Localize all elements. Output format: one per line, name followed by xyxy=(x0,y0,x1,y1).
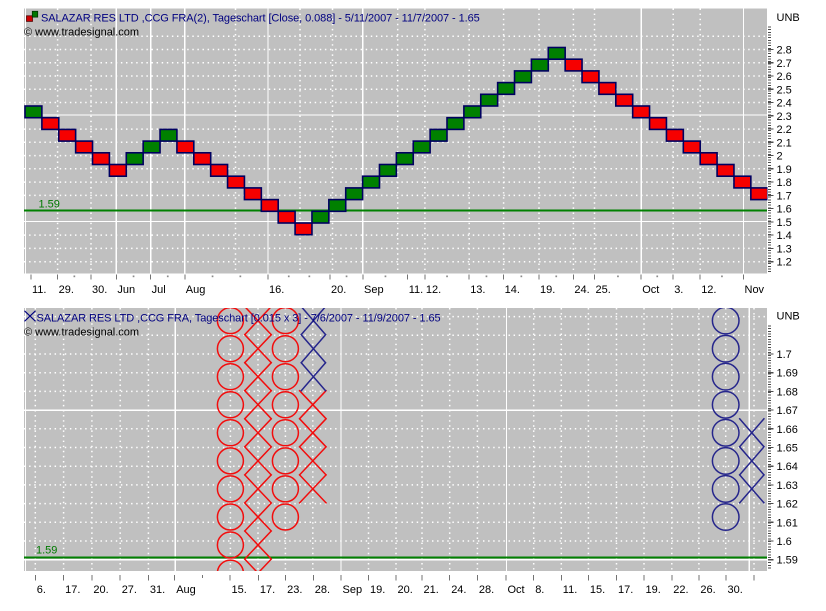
svg-text:2.3: 2.3 xyxy=(777,111,792,123)
svg-text:2.8: 2.8 xyxy=(777,45,792,57)
svg-text:2: 2 xyxy=(777,151,783,163)
svg-text:1.6: 1.6 xyxy=(777,204,792,216)
svg-text:1.65: 1.65 xyxy=(777,443,798,455)
svg-text:SALAZAR RES LTD ,CCG FRA(2), T: SALAZAR RES LTD ,CCG FRA(2), Tageschart … xyxy=(41,13,480,25)
svg-text:Jun: Jun xyxy=(117,284,135,296)
svg-text:1.6: 1.6 xyxy=(777,536,792,548)
svg-text:2.1: 2.1 xyxy=(777,137,792,149)
svg-text:30.: 30. xyxy=(92,284,107,296)
svg-text:17.: 17. xyxy=(618,584,633,596)
svg-text:SALAZAR RES LTD ,CCG FRA, Tage: SALAZAR RES LTD ,CCG FRA, Tageschart [0.… xyxy=(37,313,441,325)
svg-text:1.7: 1.7 xyxy=(777,349,792,361)
svg-text:1.9: 1.9 xyxy=(777,164,792,176)
svg-text:1.69: 1.69 xyxy=(777,368,798,380)
svg-text:14.: 14. xyxy=(505,284,520,296)
svg-text:13.: 13. xyxy=(470,284,485,296)
svg-text:1.4: 1.4 xyxy=(777,230,792,242)
svg-text:1.66: 1.66 xyxy=(777,424,798,436)
svg-text:19.: 19. xyxy=(646,584,661,596)
svg-text:Nov: Nov xyxy=(745,284,765,296)
svg-text:1.3: 1.3 xyxy=(777,243,792,255)
svg-text:1.8: 1.8 xyxy=(777,177,792,189)
svg-text:Aug: Aug xyxy=(176,584,196,596)
svg-text:12.: 12. xyxy=(701,284,716,296)
svg-text:16.: 16. xyxy=(269,284,284,296)
svg-text:24.: 24. xyxy=(451,584,466,596)
svg-text:31.: 31. xyxy=(150,584,165,596)
svg-text:25.: 25. xyxy=(596,284,611,296)
svg-text:Aug: Aug xyxy=(186,284,206,296)
svg-text:UNB: UNB xyxy=(777,12,800,24)
svg-text:© www.tradesignal.com: © www.tradesignal.com xyxy=(24,27,139,39)
svg-text:1.7: 1.7 xyxy=(777,190,792,202)
svg-text:22.: 22. xyxy=(673,584,688,596)
svg-text:1.2: 1.2 xyxy=(777,257,792,269)
svg-text:Oct: Oct xyxy=(642,284,659,296)
svg-text:2.2: 2.2 xyxy=(777,124,792,136)
svg-text:8.: 8. xyxy=(535,584,544,596)
svg-text:19.: 19. xyxy=(540,284,555,296)
svg-text:15.: 15. xyxy=(232,584,247,596)
svg-text:1.64: 1.64 xyxy=(777,461,798,473)
svg-text:28.: 28. xyxy=(479,584,494,596)
svg-text:3.: 3. xyxy=(674,284,683,296)
svg-text:Sep: Sep xyxy=(343,584,363,596)
svg-text:1.68: 1.68 xyxy=(777,386,798,398)
svg-text:20.: 20. xyxy=(93,584,108,596)
svg-text:24.: 24. xyxy=(574,284,589,296)
svg-text:6.: 6. xyxy=(37,584,46,596)
svg-text:2.4: 2.4 xyxy=(777,98,792,110)
svg-text:1.61: 1.61 xyxy=(777,517,798,529)
svg-text:27.: 27. xyxy=(122,584,137,596)
svg-text:26.: 26. xyxy=(700,584,715,596)
svg-text:23.: 23. xyxy=(287,584,302,596)
svg-text:Oct: Oct xyxy=(508,584,525,596)
svg-text:21.: 21. xyxy=(424,584,439,596)
svg-text:Jul: Jul xyxy=(152,284,166,296)
svg-text:19.: 19. xyxy=(370,584,385,596)
svg-text:11.: 11. xyxy=(563,584,577,596)
svg-text:20.: 20. xyxy=(398,584,413,596)
svg-text:1.62: 1.62 xyxy=(777,499,798,511)
svg-text:11.: 11. xyxy=(32,284,46,296)
svg-text:UNB: UNB xyxy=(777,311,800,323)
svg-text:1.59: 1.59 xyxy=(39,199,60,211)
svg-text:28.: 28. xyxy=(315,584,330,596)
svg-text:1.59: 1.59 xyxy=(777,555,798,567)
svg-text:15.: 15. xyxy=(590,584,605,596)
svg-text:2.7: 2.7 xyxy=(777,58,792,70)
svg-text:2.5: 2.5 xyxy=(777,84,792,96)
svg-text:1.59: 1.59 xyxy=(36,545,57,557)
svg-text:30.: 30. xyxy=(728,584,743,596)
svg-text:2.6: 2.6 xyxy=(777,71,792,83)
svg-text:17.: 17. xyxy=(260,584,275,596)
svg-text:1.67: 1.67 xyxy=(777,405,798,417)
svg-text:1.5: 1.5 xyxy=(777,217,792,229)
svg-text:© www.tradesignal.com: © www.tradesignal.com xyxy=(24,327,139,339)
svg-text:29.: 29. xyxy=(59,284,74,296)
svg-text:11.: 11. xyxy=(409,284,423,296)
svg-text:12.: 12. xyxy=(426,284,441,296)
svg-text:20.: 20. xyxy=(331,284,346,296)
svg-text:17.: 17. xyxy=(65,584,80,596)
svg-text:1.63: 1.63 xyxy=(777,480,798,492)
svg-text:Sep: Sep xyxy=(364,284,384,296)
